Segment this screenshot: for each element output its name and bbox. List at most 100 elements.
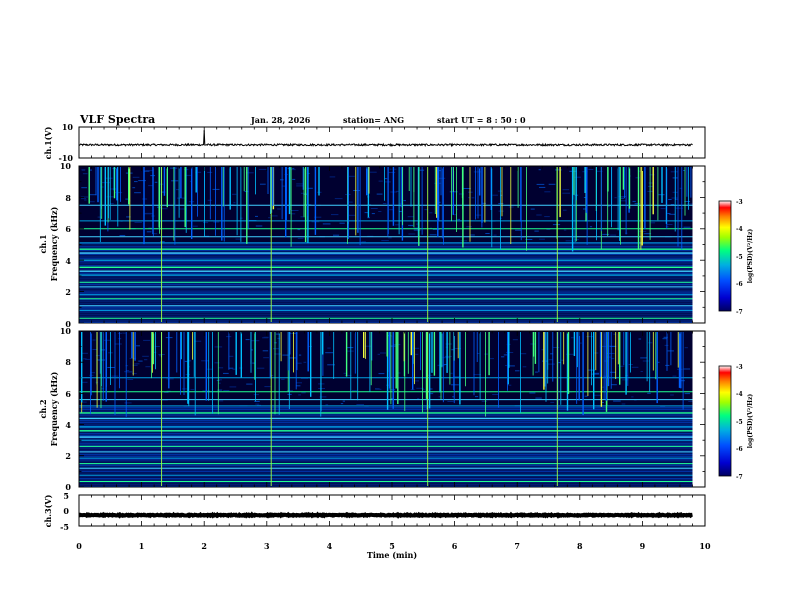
ch2-spectrogram-noise-cell xyxy=(104,339,111,341)
ch1-spectrogram-noise-cell xyxy=(371,213,375,215)
ch1-spectrogram-noise-cell xyxy=(634,203,640,205)
ch2-spectrogram-noise-cell xyxy=(443,364,447,365)
ch2-spectrogram-noise-cell xyxy=(506,352,514,353)
ch1-spectrogram-noise-cell xyxy=(619,200,626,202)
ch1-spectrogram-noise-cell xyxy=(548,183,556,185)
ch2-spectrogram-noise-cell xyxy=(606,353,615,354)
x-tick-1: 1 xyxy=(139,541,145,551)
ch2-spectrogram-noise-cell xyxy=(274,342,277,344)
ch1-spectrogram-noise-cell xyxy=(333,234,340,236)
ch2-spectrogram-band xyxy=(79,476,693,478)
ch2-spectrogram-noise-cell xyxy=(477,353,480,354)
ch2-spectrogram-noise-cell xyxy=(223,372,229,374)
ch2-spectrogram-noise-cell xyxy=(662,338,668,340)
ch1-spectrogram-noise-cell xyxy=(668,199,672,200)
ch2-spectrogram-noise-cell xyxy=(547,363,555,365)
ch2-freq-tick-4: 4 xyxy=(65,420,71,430)
ch2-spectrogram-noise-cell xyxy=(429,388,433,390)
ch2-spectrogram-noise-cell xyxy=(647,392,651,394)
ch1-spectrogram-band xyxy=(79,264,693,267)
ch2-spectrogram-band xyxy=(79,472,693,474)
ch1-spectrogram-noise-cell xyxy=(675,207,683,209)
ch2-spectrogram-noise-cell xyxy=(298,354,302,356)
ch2-spectrogram-noise-cell xyxy=(515,370,520,372)
ch1-spectrogram-band xyxy=(79,261,693,263)
ch2-spectrogram-noise-cell xyxy=(648,342,653,344)
ch1-spectrogram-noise-cell xyxy=(562,192,571,194)
ch2-spectrogram-noise-cell xyxy=(201,360,209,362)
ch2-spectrogram-noise-cell xyxy=(380,352,386,354)
ch2-spectrogram-noise-cell xyxy=(184,360,188,362)
ch2-spectrogram-noise-cell xyxy=(599,345,608,347)
ch2-spectrogram-noise-cell xyxy=(142,355,149,357)
ch2-spectrogram-band xyxy=(79,483,693,486)
ch1-spectrogram-noise-cell xyxy=(596,170,603,172)
ch2-spectrogram-noise-cell xyxy=(663,336,668,338)
ch2-spectrogram-noise-cell xyxy=(264,386,271,388)
ch1-waveform-panel: 10 -10 ch.1(V) xyxy=(43,122,706,163)
ch2-spectrogram-noise-cell xyxy=(508,384,512,386)
ch2-freq-tick-6: 6 xyxy=(65,389,71,399)
ch2-spectrogram-noise-cell xyxy=(535,371,538,373)
ch2-spectrogram-noise-cell xyxy=(207,368,213,370)
ch1-spectrogram-noise-cell xyxy=(539,186,546,188)
ch2-spectrogram-noise-cell xyxy=(352,390,357,391)
ch2-colorbar-label: log(PSD)(V²/Hz) xyxy=(747,394,754,449)
ch1-spectrogram-noise-cell xyxy=(563,229,567,231)
ch1-spectrogram-noise-cell xyxy=(463,188,471,189)
ch2-spectrogram-noise-cell xyxy=(591,373,600,375)
ch2-spectrogram-noise-cell xyxy=(271,375,274,376)
ch1-colorbar-tick-m5: -5 xyxy=(736,254,743,261)
ch2-spectrogram-noise-cell xyxy=(250,349,253,351)
ch1-spectrogram-noise-cell xyxy=(632,200,636,202)
ch1-spectrogram-noise-cell xyxy=(369,171,377,173)
x-tick-10: 10 xyxy=(699,541,711,551)
ch1-spec-ylabel-freq: Frequency (kHz) xyxy=(49,206,59,281)
ch1-spectrogram-noise-cell xyxy=(639,170,642,172)
ch1-spectrogram-noise-cell xyxy=(667,213,671,214)
ch2-spec-ylabel-channel: ch.2 xyxy=(38,399,48,418)
ch1-spectrogram-noise-cell xyxy=(306,187,313,189)
ch2-spectrogram-noise-cell xyxy=(347,347,354,349)
ch2-spectrogram-noise-cell xyxy=(507,365,515,367)
ch1-spectrogram-band xyxy=(79,272,693,274)
ch2-spectrogram-noise-cell xyxy=(300,377,309,379)
ch2-spectrogram-noise-cell xyxy=(422,389,425,391)
ch2-spectrogram-noise-cell xyxy=(566,353,574,355)
start-ut-label: start UT = 8 : 50 : 0 xyxy=(437,115,526,125)
ch2-spectrogram-noise-cell xyxy=(297,362,302,364)
ch2-spectrogram-noise-cell xyxy=(273,348,280,350)
ch1-spectrogram-noise-cell xyxy=(389,209,395,211)
ch1-spectrogram-noise-cell xyxy=(268,217,271,219)
ch1-spectrogram-noise-cell xyxy=(485,233,490,234)
ch2-spectrogram-band xyxy=(79,408,693,411)
ch1-spectrogram-noise-cell xyxy=(334,198,343,200)
ch2-spectrogram-noise-cell xyxy=(611,384,617,386)
ch1-spectrogram-noise-cell xyxy=(492,194,498,196)
date-label: Jan. 28, 2026 xyxy=(250,115,311,125)
ch2-spectrogram-noise-cell xyxy=(609,346,617,347)
ch2-spectrogram-band xyxy=(79,444,693,446)
ch1-spectrogram-noise-cell xyxy=(132,187,136,189)
ch1-spectrogram-noise-cell xyxy=(110,203,114,205)
ch1-spec-ylabel-channel: ch.1 xyxy=(38,234,48,253)
ch1-spectrogram-noise-cell xyxy=(683,226,691,228)
ch2-spectrogram-noise-cell xyxy=(303,361,307,363)
x-tick-4: 4 xyxy=(327,541,333,551)
ch2-spectrogram-band xyxy=(79,410,693,413)
ch2-spectrogram-noise-cell xyxy=(229,386,237,388)
ch1-spectrogram-noise-cell xyxy=(429,234,437,236)
ch2-spectrogram-noise-cell xyxy=(501,356,505,358)
ch2-spectrogram-band xyxy=(79,440,693,442)
x-axis-labels: 0 1 2 3 4 5 6 7 8 9 10 Time (min) xyxy=(76,541,711,560)
ch1-spectrogram-noise-cell xyxy=(457,218,460,220)
ch2-spectrogram-noise-cell xyxy=(124,402,132,404)
ch1-spectrogram-noise-cell xyxy=(119,235,126,237)
ch1-spectrogram-band xyxy=(79,295,693,297)
ch1-spectrogram-noise-cell xyxy=(255,225,263,227)
ch2-spectrogram-noise-cell xyxy=(246,383,253,385)
ch2-spectrogram-noise-cell xyxy=(295,385,301,387)
ch2-spectrogram-noise-cell xyxy=(228,367,234,369)
ch1-spectrogram-noise-cell xyxy=(138,180,146,182)
ch2-spectrogram-noise-cell xyxy=(298,394,301,396)
